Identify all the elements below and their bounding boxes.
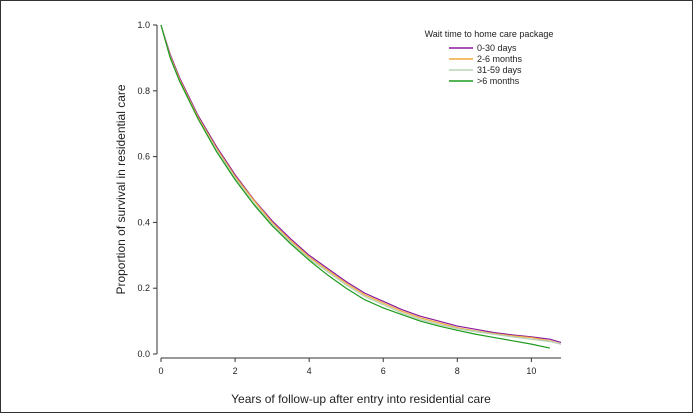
x-ticks: 0 2 4 6 8 10 — [158, 358, 536, 376]
y-tick-label: 0.4 — [137, 217, 150, 227]
series-line — [160, 24, 562, 345]
legend: Wait time to home care package 0-30 days… — [425, 29, 554, 86]
x-tick-label: 6 — [381, 366, 386, 376]
y-tick-label: 1.0 — [137, 20, 150, 30]
series-line — [160, 24, 551, 349]
x-tick-label: 4 — [307, 366, 312, 376]
y-tick-label: 0.2 — [137, 283, 150, 293]
legend-title: Wait time to home care package — [425, 29, 554, 39]
legend-label: 2-6 months — [477, 54, 523, 64]
legend-label: >6 months — [477, 76, 520, 86]
y-ticks: 0.0 0.2 0.4 0.6 0.8 1.0 — [137, 20, 157, 359]
x-tick-label: 2 — [233, 366, 238, 376]
legend-label: 31-59 days — [477, 65, 522, 75]
y-axis-label: Proportion of survival in residential ca… — [114, 84, 128, 294]
y-tick-label: 0.6 — [137, 152, 150, 162]
legend-label: 0-30 days — [477, 43, 517, 53]
series-line — [160, 24, 562, 344]
axes — [156, 25, 561, 359]
x-axis-label: Years of follow-up after entry into resi… — [231, 392, 491, 406]
x-tick-label: 10 — [526, 366, 536, 376]
x-tick-label: 0 — [158, 366, 163, 376]
series-layer — [160, 24, 562, 349]
y-tick-label: 0.8 — [137, 86, 150, 96]
x-tick-label: 8 — [455, 366, 460, 376]
series-line — [160, 24, 562, 345]
y-tick-label: 0.0 — [137, 349, 150, 359]
